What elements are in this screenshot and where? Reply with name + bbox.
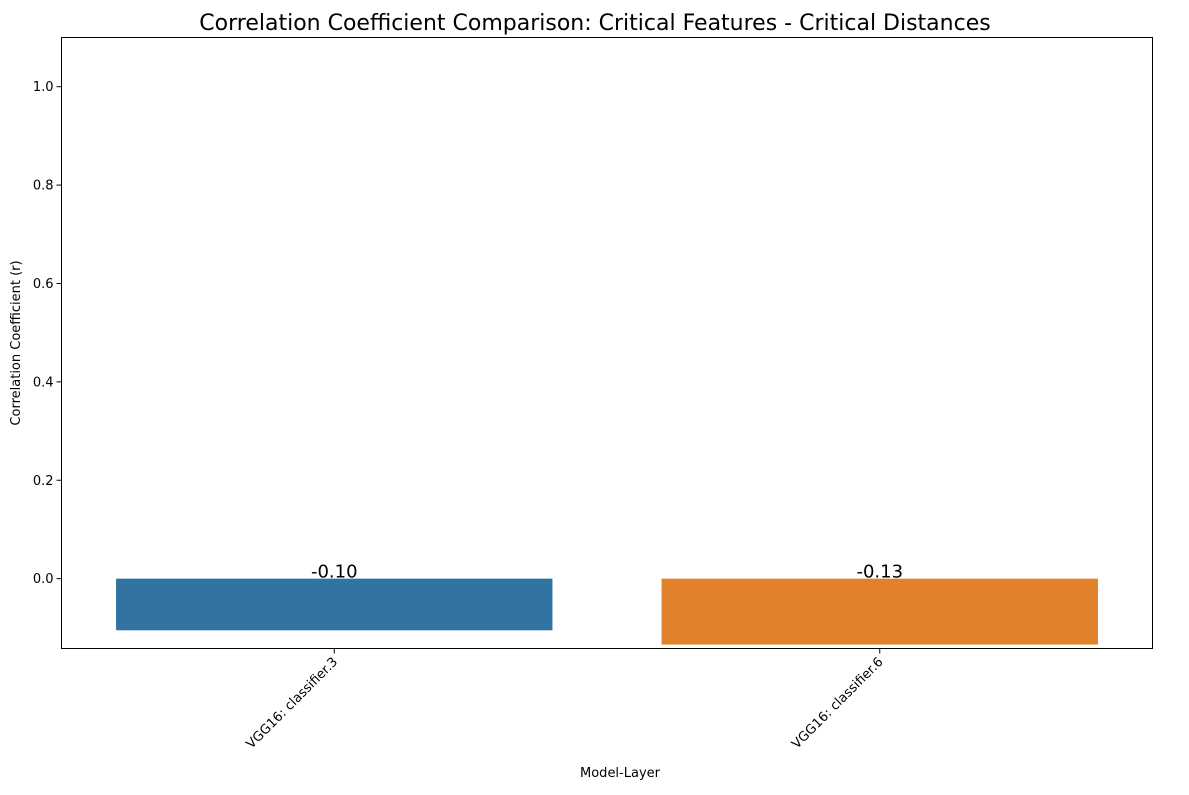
x-axis-title: Model-Layer [580, 766, 661, 781]
y-tick-label: 0.0 [33, 572, 54, 587]
y-axis: 0.0 0.2 0.4 0.6 0.8 1.0 [33, 80, 62, 587]
y-tick-label: 0.6 [33, 277, 54, 292]
bar-2 [661, 578, 1098, 645]
y-tick-label: 0.4 [33, 375, 54, 390]
bar-value-label: -0.13 [856, 562, 903, 583]
chart-title: Correlation Coefficient Comparison: Crit… [199, 11, 990, 36]
x-tick-label: VGG16: classifier.6 [789, 655, 886, 752]
y-tick-label: 1.0 [33, 80, 54, 95]
bar-1 [116, 578, 553, 631]
plot-frame [61, 37, 1153, 649]
y-tick-label: 0.8 [33, 179, 54, 194]
y-axis-title: Correlation Coefficient (r) [9, 260, 24, 425]
bars-layer [116, 578, 1098, 645]
x-tick-label: VGG16: classifier.3 [244, 655, 341, 752]
bar-value-label: -0.10 [311, 562, 358, 583]
x-axis: VGG16: classifier.3 VGG16: classifier.6 [244, 648, 887, 752]
value-labels-layer: -0.10 -0.13 [311, 562, 903, 583]
y-tick-label: 0.2 [33, 474, 54, 489]
